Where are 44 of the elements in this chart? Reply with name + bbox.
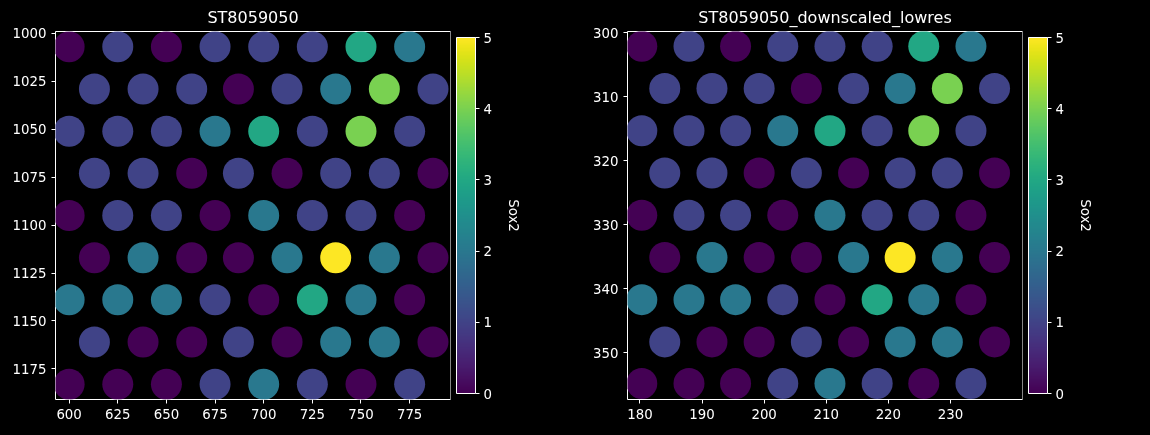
y-tick-label: 350 xyxy=(593,345,619,361)
y-tick-label: 330 xyxy=(593,217,619,233)
x-tick-label: 650 xyxy=(153,406,180,422)
y-tick-label: 300 xyxy=(593,25,619,41)
color-bar-title: Sox2 xyxy=(1077,199,1093,232)
y-tick-label: 1000 xyxy=(12,26,47,42)
y-tick-label: 1025 xyxy=(12,74,47,90)
color-bar-label: 4 xyxy=(1055,101,1064,117)
chart-title: ST8059050 xyxy=(207,7,299,27)
y-tick-label: 320 xyxy=(593,153,619,169)
x-tick-label: 180 xyxy=(627,406,653,422)
x-tick-label: 220 xyxy=(875,406,902,422)
x-tick-label: 190 xyxy=(689,406,715,422)
y-tick-label: 1175 xyxy=(12,361,47,377)
y-tick-label: 1100 xyxy=(12,218,47,234)
x-tick-label: 600 xyxy=(56,406,82,422)
x-tick-label: 230 xyxy=(937,406,964,422)
color-bar-label: 1 xyxy=(1055,315,1064,331)
y-tick-label: 340 xyxy=(593,281,619,297)
color-bar-label: 5 xyxy=(483,30,492,46)
x-tick-label: 700 xyxy=(250,406,277,422)
color-bar-label: 0 xyxy=(1055,386,1064,402)
chart-title: ST8059050_downscaled_lowres xyxy=(698,7,952,28)
x-tick-label: 200 xyxy=(751,406,777,422)
y-tick-label: 1125 xyxy=(12,266,47,281)
x-tick-label: 210 xyxy=(813,406,839,422)
x-tick-label: 625 xyxy=(105,406,131,422)
color-bar-label: 3 xyxy=(1055,172,1064,188)
color-bar-label: 1 xyxy=(483,315,492,331)
color-bar-label: 2 xyxy=(1055,244,1064,260)
y-tick-label: 310 xyxy=(593,89,619,105)
y-tick-label: 1075 xyxy=(12,170,47,186)
color-bar-label: 3 xyxy=(483,172,492,188)
x-tick-label: 675 xyxy=(202,406,228,422)
color-bar-label: 4 xyxy=(483,101,492,117)
y-tick-label: 1150 xyxy=(12,313,47,329)
x-tick-label: 750 xyxy=(348,406,374,422)
color-bar-title: Sox2 xyxy=(505,199,521,232)
color-bar-label: 0 xyxy=(483,386,492,402)
color-bar-label: 5 xyxy=(1055,30,1064,46)
color-bar-label: 2 xyxy=(483,244,492,260)
x-tick-label: 725 xyxy=(299,406,326,422)
y-tick-label: 1050 xyxy=(12,122,47,138)
x-tick-label: 775 xyxy=(396,406,423,422)
